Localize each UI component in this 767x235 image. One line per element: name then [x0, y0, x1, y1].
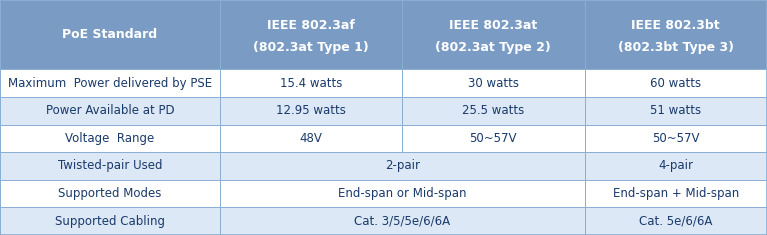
Text: (802.3at Type 1): (802.3at Type 1)	[253, 41, 369, 54]
Text: End-span + Mid-span: End-span + Mid-span	[613, 187, 739, 200]
Text: IEEE 802.3at: IEEE 802.3at	[449, 19, 538, 32]
Bar	[584, 152, 767, 180]
Text: Maximum  Power delivered by PSE: Maximum Power delivered by PSE	[8, 77, 212, 90]
Bar	[584, 125, 767, 152]
Bar	[402, 0, 584, 69]
Text: Supported Modes: Supported Modes	[58, 187, 162, 200]
Bar	[0, 69, 219, 97]
Text: 48V: 48V	[299, 132, 322, 145]
Text: IEEE 802.3af: IEEE 802.3af	[267, 19, 355, 32]
Text: 25.5 watts: 25.5 watts	[463, 104, 525, 117]
Bar	[0, 97, 219, 125]
Text: 30 watts: 30 watts	[468, 77, 518, 90]
Bar	[584, 180, 767, 207]
Bar	[219, 125, 402, 152]
Bar	[0, 180, 219, 207]
Text: Cat. 5e/6/6A: Cat. 5e/6/6A	[639, 215, 713, 228]
Bar	[584, 97, 767, 125]
Bar	[584, 0, 767, 69]
Text: 15.4 watts: 15.4 watts	[280, 77, 342, 90]
Bar	[219, 152, 584, 180]
Bar	[219, 180, 584, 207]
Text: 51 watts: 51 watts	[650, 104, 701, 117]
Bar	[0, 152, 219, 180]
Bar	[219, 0, 402, 69]
Bar	[219, 97, 402, 125]
Text: Cat. 3/5/5e/6/6A: Cat. 3/5/5e/6/6A	[354, 215, 450, 228]
Text: PoE Standard: PoE Standard	[62, 28, 157, 41]
Bar	[0, 125, 219, 152]
Text: IEEE 802.3bt: IEEE 802.3bt	[631, 19, 720, 32]
Bar	[584, 207, 767, 235]
Text: 2-pair: 2-pair	[385, 160, 420, 172]
Text: Supported Cabling: Supported Cabling	[55, 215, 165, 228]
Text: 12.95 watts: 12.95 watts	[276, 104, 346, 117]
Bar	[0, 0, 219, 69]
Text: 4-pair: 4-pair	[658, 160, 693, 172]
Bar	[0, 207, 219, 235]
Bar	[402, 69, 584, 97]
Text: (802.3at Type 2): (802.3at Type 2)	[436, 41, 551, 54]
Bar	[219, 69, 402, 97]
Text: (802.3bt Type 3): (802.3bt Type 3)	[617, 41, 734, 54]
Bar	[402, 125, 584, 152]
Bar	[219, 207, 584, 235]
Text: Power Available at PD: Power Available at PD	[45, 104, 174, 117]
Bar	[584, 69, 767, 97]
Bar	[402, 97, 584, 125]
Text: Voltage  Range: Voltage Range	[65, 132, 154, 145]
Text: 50~57V: 50~57V	[652, 132, 700, 145]
Text: End-span or Mid-span: End-span or Mid-span	[338, 187, 466, 200]
Text: 50~57V: 50~57V	[469, 132, 517, 145]
Text: Twisted-pair Used: Twisted-pair Used	[58, 160, 162, 172]
Text: 60 watts: 60 watts	[650, 77, 701, 90]
